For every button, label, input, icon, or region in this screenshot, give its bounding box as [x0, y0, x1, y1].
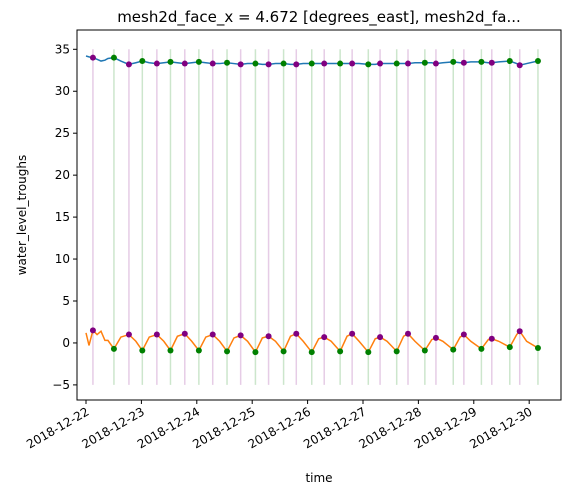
marker — [365, 61, 372, 68]
y-tick-label: 30 — [55, 84, 70, 98]
marker — [224, 348, 231, 355]
marker — [488, 59, 495, 66]
marker — [237, 332, 244, 339]
marker — [506, 58, 513, 65]
marker — [534, 344, 541, 351]
marker — [349, 60, 356, 67]
marker — [265, 61, 272, 68]
y-tick-label: 0 — [62, 336, 70, 350]
marker — [167, 58, 174, 65]
marker — [450, 58, 457, 65]
marker — [293, 330, 300, 337]
y-tick-label: 10 — [55, 252, 70, 266]
marker — [153, 331, 160, 338]
marker — [195, 347, 202, 354]
marker — [421, 59, 428, 66]
marker — [139, 347, 146, 354]
marker — [308, 60, 315, 67]
y-tick-label: 15 — [55, 210, 70, 224]
marker — [293, 61, 300, 68]
x-tick-label: 2018-12-30 — [467, 404, 534, 451]
marker — [209, 331, 216, 338]
marker — [460, 331, 467, 338]
marker — [405, 330, 412, 337]
marker — [478, 345, 485, 352]
y-tick-label: 5 — [62, 294, 70, 308]
marker — [337, 348, 344, 355]
marker — [110, 54, 117, 61]
marker — [224, 59, 231, 66]
marker — [252, 349, 259, 356]
marker — [89, 54, 96, 61]
y-tick-label: −5 — [52, 378, 70, 392]
marker — [125, 331, 132, 338]
marker — [280, 348, 287, 355]
marker — [195, 58, 202, 65]
marker — [421, 347, 428, 354]
marker — [488, 335, 495, 342]
marker — [153, 60, 160, 67]
chart-title: mesh2d_face_x = 4.672 [degrees_east], me… — [117, 8, 521, 27]
marker — [167, 347, 174, 354]
marker — [110, 345, 117, 352]
marker — [237, 61, 244, 68]
y-tick-label: 25 — [55, 126, 70, 140]
marker — [516, 62, 523, 69]
marker — [349, 330, 356, 337]
marker — [337, 60, 344, 67]
marker — [139, 58, 146, 65]
marker — [377, 334, 384, 341]
marker — [432, 60, 439, 67]
marker — [377, 60, 384, 67]
marker — [209, 60, 216, 67]
marker — [321, 334, 328, 341]
marker — [432, 334, 439, 341]
y-tick-label: 35 — [55, 42, 70, 56]
marker — [308, 349, 315, 356]
marker — [321, 60, 328, 67]
marker — [280, 60, 287, 67]
marker — [405, 60, 412, 67]
marker — [181, 60, 188, 67]
marker — [534, 58, 541, 65]
marker — [89, 327, 96, 334]
marker — [365, 349, 372, 356]
marker — [460, 59, 467, 66]
marker — [450, 346, 457, 353]
marker — [393, 348, 400, 355]
plot-frame — [76, 29, 562, 401]
y-tick-label: 20 — [55, 168, 70, 182]
marker — [252, 60, 259, 67]
x-axis-label: time — [305, 471, 332, 485]
marker — [516, 328, 523, 335]
y-axis-label: water_level_troughs — [15, 155, 29, 276]
marker — [393, 60, 400, 67]
marker — [265, 333, 272, 340]
marker — [181, 330, 188, 337]
marker — [506, 344, 513, 351]
marker — [125, 61, 132, 68]
marker — [478, 58, 485, 65]
